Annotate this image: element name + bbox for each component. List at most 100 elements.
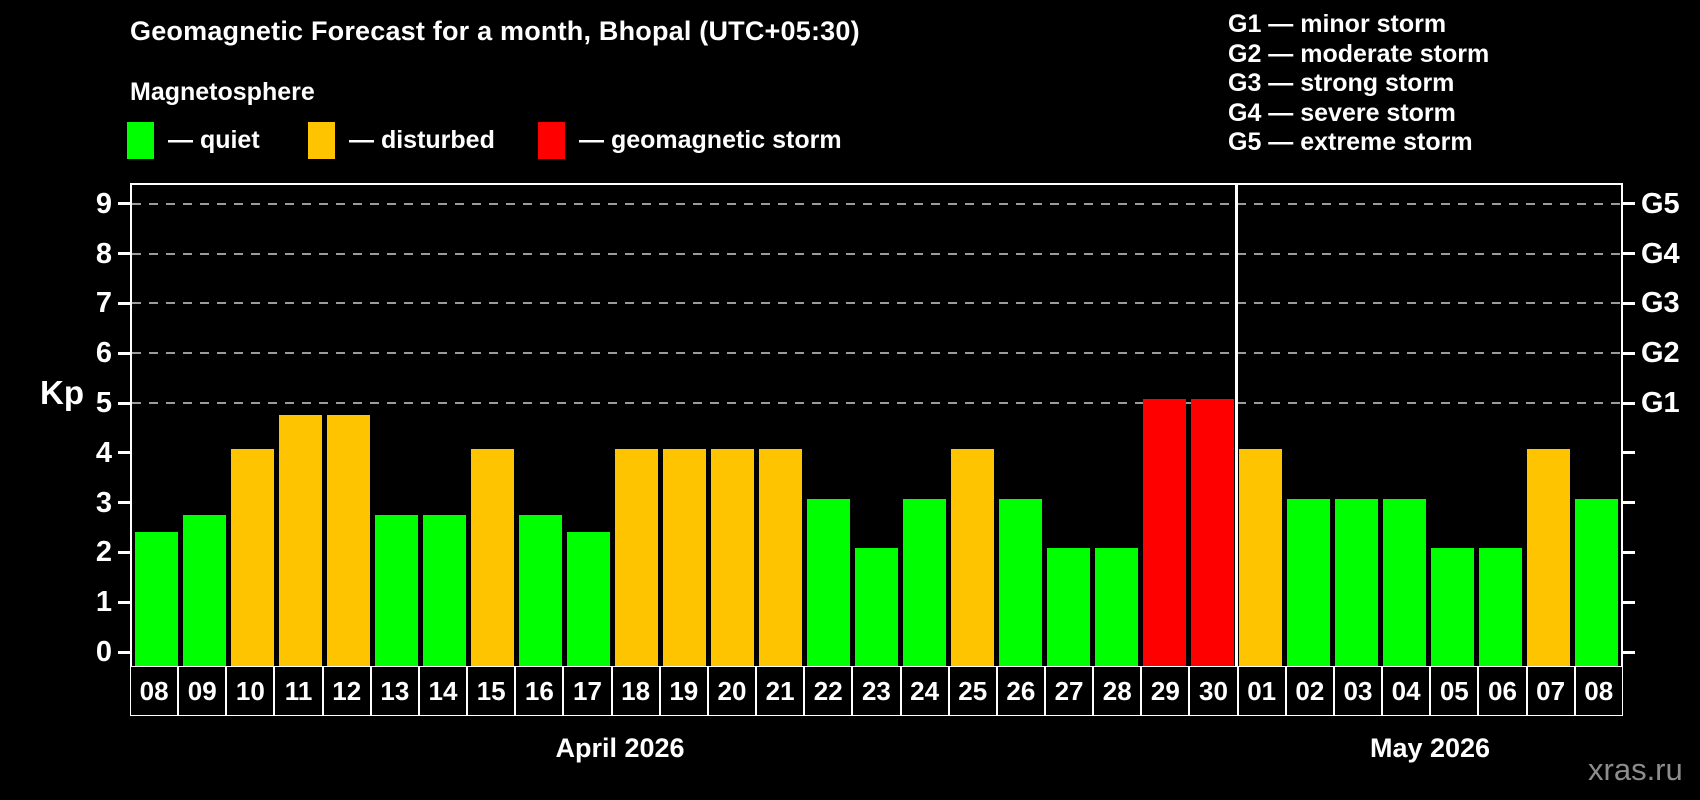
left-tick-kp8 [118,252,130,256]
gridline-kp6 [132,352,1621,355]
kp-bar-april-09 [182,515,226,666]
disturbed-color-swatch [308,122,335,159]
date-cell-april-18: 18 [611,666,660,716]
legend-item-disturbed: — disturbed [308,122,495,159]
date-cell-april-16: 16 [515,666,564,716]
date-cell-may-03: 03 [1333,666,1383,716]
date-cell-may-05: 05 [1430,666,1479,716]
storm-label: — geomagnetic storm [579,126,842,154]
watermark: xras.ru [1588,752,1683,787]
right-tick-kp0 [1623,650,1635,654]
date-cell-april-17: 17 [563,666,612,716]
y-tick-label-7: 7 [95,287,112,320]
kp-bar-april-19 [662,448,706,666]
x-axis-date-row: 08 09 10 11 12 13 14 15 16 17 18 19 20 21 22 23 24 25 26 27… [130,666,1623,716]
left-tick-kp3 [118,501,130,505]
date-cell-april-14: 14 [418,666,468,716]
kp-bar-april-10 [230,448,274,666]
date-cell-april-26: 26 [996,666,1045,716]
legend-item-storm: — geomagnetic storm [538,122,842,159]
kp-bar-may-06 [1479,548,1523,666]
date-cell-april-11: 11 [274,666,323,716]
kp-bar-may-07 [1527,448,1571,666]
kp-bar-may-03 [1335,498,1379,666]
date-cell-april-09: 09 [178,666,227,716]
y-tick-label-0: 0 [95,636,112,668]
month-label-may: May 2026 [1369,733,1491,763]
g5-legend-line: G5 — extreme storm [1228,128,1473,156]
date-cell-may-06: 06 [1478,666,1527,716]
left-tick-kp2 [118,550,130,554]
date-cell-april-29: 29 [1141,666,1190,716]
kp-bar-april-29 [1143,399,1187,666]
right-tick-kp5 [1623,401,1635,405]
left-tick-kp5 [118,401,130,405]
kp-bar-april-30 [1191,399,1235,666]
date-cell-may-08: 08 [1574,666,1623,716]
date-cell-april-25: 25 [948,666,997,716]
right-tick-kp8 [1623,252,1635,256]
date-cell-april-27: 27 [1044,666,1094,716]
y-tick-label-9: 9 [95,187,112,220]
kp-bar-april-21 [758,448,802,666]
g-scale-legend: G1 — minor storm G2 — moderate storm G3 … [1228,10,1489,158]
date-cell-may-04: 04 [1382,666,1431,716]
kp-bar-april-24 [903,498,947,666]
legend-item-quiet: — quiet [127,122,260,159]
kp-bar-april-15 [470,448,514,666]
right-tick-kp6 [1623,351,1635,355]
page-title: Geomagnetic Forecast for a month, Bhopal… [130,16,860,46]
y-tick-label-5: 5 [95,387,112,419]
quiet-color-swatch [127,122,154,159]
kp-bar-may-04 [1383,498,1427,666]
kp-bar-april-20 [710,448,754,666]
right-tick-kp4 [1623,451,1635,455]
date-cell-april-21: 21 [756,666,805,716]
right-tick-kp7 [1623,301,1635,305]
date-cell-april-15: 15 [467,666,516,716]
g3-legend-line: G3 — strong storm [1228,69,1455,97]
month-separator-line [1235,185,1239,666]
right-axis-label-g5: G5 [1641,187,1680,220]
y-tick-label-1: 1 [95,586,112,619]
right-tick-kp1 [1623,600,1635,604]
right-axis-label-g3: G3 [1641,287,1680,320]
right-tick-kp2 [1623,550,1635,554]
y-tick-label-6: 6 [95,337,112,370]
y-tick-label-8: 8 [95,237,112,270]
date-cell-april-24: 24 [900,666,949,716]
magnetosphere-subtitle: Magnetosphere [130,78,315,106]
kp-bar-april-28 [1095,548,1139,666]
kp-bar-may-08 [1575,498,1619,666]
date-cell-april-20: 20 [707,666,757,716]
kp-bar-april-08 [134,531,178,666]
date-cell-april-30: 30 [1189,666,1238,716]
kp-bar-april-11 [278,415,322,666]
kp-bar-april-26 [999,498,1043,666]
date-cell-april-28: 28 [1093,666,1142,716]
kp-bar-may-01 [1239,448,1283,666]
right-axis-label-g4: G4 [1641,237,1680,270]
kp-bar-april-13 [374,515,418,666]
date-cell-may-01: 01 [1237,666,1286,716]
date-cell-may-07: 07 [1526,666,1575,716]
gridline-kp9 [132,202,1621,205]
right-axis-label-g1: G1 [1641,387,1680,419]
month-label-april: April 2026 [555,733,685,763]
g4-legend-line: G4 — severe storm [1228,98,1456,127]
kp-bar-april-12 [326,415,370,666]
date-cell-april-12: 12 [322,666,371,716]
right-tick-kp9 [1623,202,1635,206]
kp-bar-may-05 [1431,548,1475,666]
kp-bar-may-02 [1287,498,1331,666]
kp-bar-april-18 [614,448,658,666]
y-axis-title: Kp [40,374,84,411]
kp-bar-april-25 [951,448,995,666]
left-tick-kp9 [118,202,130,206]
g1-legend-line: G1 — minor storm [1228,10,1447,38]
date-cell-april-10: 10 [226,666,275,716]
date-cell-may-02: 02 [1285,666,1334,716]
left-tick-kp0 [118,650,130,654]
kp-bar-april-17 [566,531,610,666]
